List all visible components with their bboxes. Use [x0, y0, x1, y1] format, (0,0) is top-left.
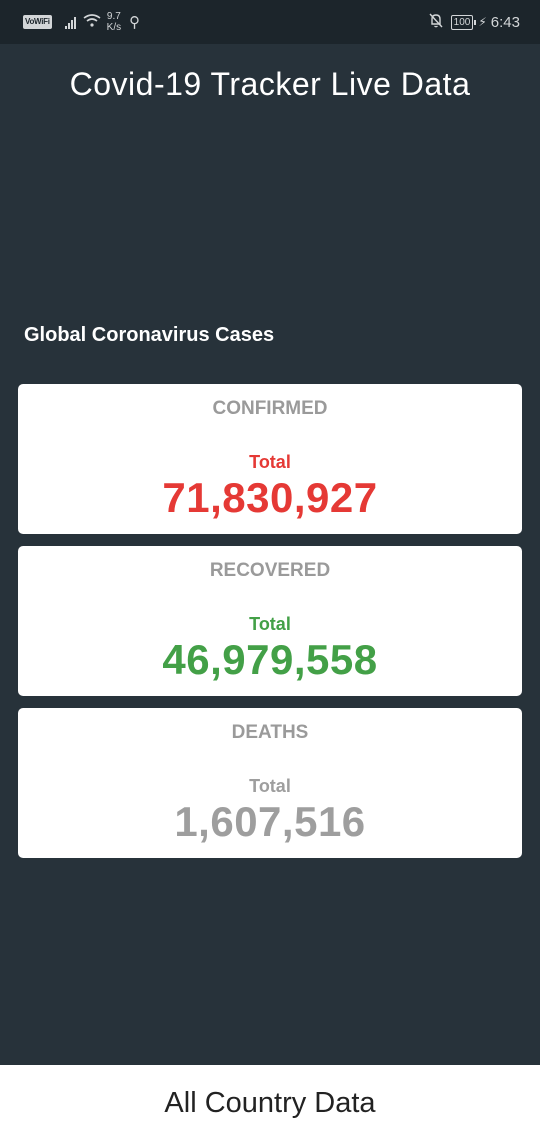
- deaths-total-label: Total: [249, 776, 291, 796]
- vowifi-badge: VoWiFi: [23, 15, 52, 29]
- clock: 6:43: [490, 13, 520, 31]
- deaths-total-value: 1,607,516: [174, 798, 366, 845]
- usb-icon: ⚲: [129, 14, 141, 31]
- charging-icon: ⚡: [478, 15, 487, 29]
- app-title: Covid-19 Tracker Live Data: [69, 66, 471, 102]
- confirmed-title: CONFIRMED: [212, 398, 328, 419]
- confirmed-total-value: 71,830,927: [162, 474, 378, 521]
- network-speed: 9.7 K/s: [106, 11, 122, 33]
- all-country-data-label: All Country Data: [164, 1087, 376, 1119]
- recovered-card: RECOVERED Total 46,979,558: [18, 546, 522, 696]
- global-cases-heading: Global Coronavirus Cases: [24, 324, 275, 346]
- recovered-title: RECOVERED: [209, 560, 331, 581]
- battery-icon: 100: [450, 14, 477, 30]
- wifi-icon: [83, 13, 101, 32]
- signal-icon: [64, 15, 77, 29]
- recovered-total-label: Total: [249, 614, 291, 634]
- all-country-data-button[interactable]: All Country Data: [0, 1065, 540, 1140]
- deaths-title: DEATHS: [231, 722, 309, 743]
- confirmed-total-label: Total: [249, 452, 291, 472]
- deaths-card: DEATHS Total 1,607,516: [18, 708, 522, 858]
- recovered-total-value: 46,979,558: [162, 636, 378, 683]
- confirmed-card: CONFIRMED Total 71,830,927: [18, 384, 522, 534]
- bell-off-icon: [429, 13, 443, 32]
- status-bar: VoWiFi 9.7 K/s ⚲ 100 ⚡ 6:43: [0, 0, 540, 44]
